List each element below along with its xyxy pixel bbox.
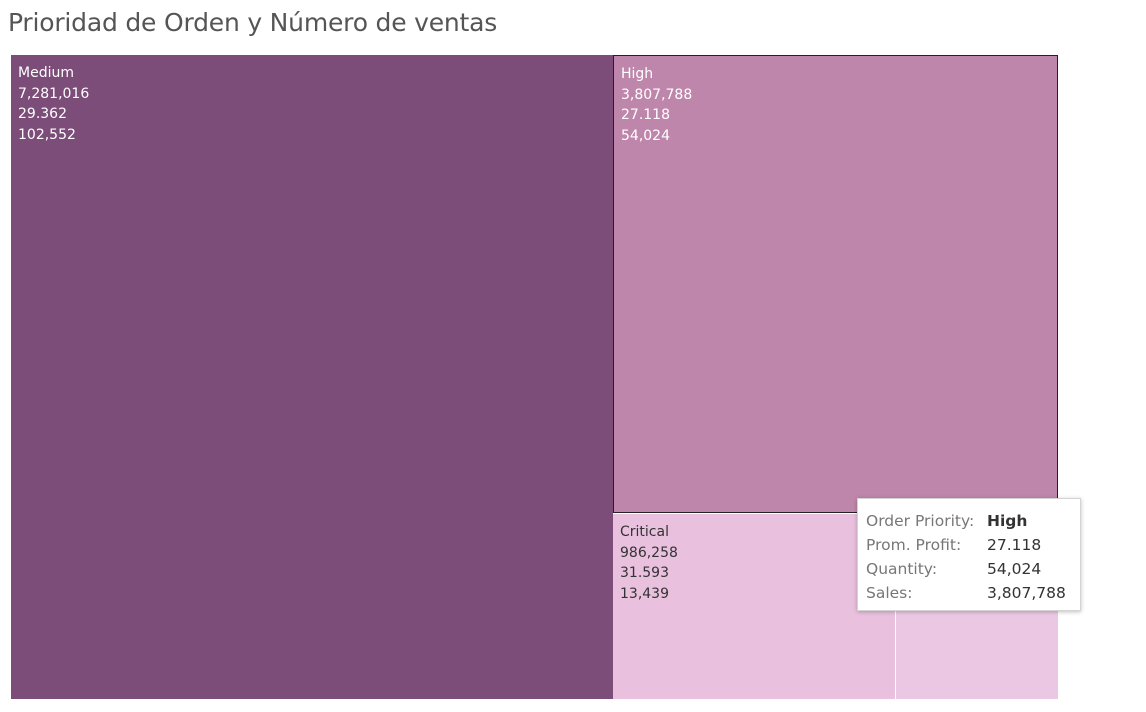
treemap: Medium 7,281,016 29.362 102,552 High 3,8… [11, 55, 1058, 699]
tile-label-priority: High [621, 66, 654, 82]
tooltip-row: Order Priority: High [866, 509, 1080, 533]
tile-label-sales: 3,807,788 [621, 86, 693, 103]
tile-label-quantity: 102,552 [18, 126, 76, 143]
treemap-tile-high[interactable]: High 3,807,788 27.118 54,024 [613, 55, 1058, 513]
tile-label-profit: 29.362 [18, 106, 67, 122]
tile-label-sales: 986,258 [620, 544, 678, 561]
treemap-tile-critical[interactable]: Critical 986,258 31.593 13,439 [613, 513, 895, 699]
tooltip-value: High [987, 512, 1028, 530]
tile-label-profit: 31.593 [620, 565, 669, 581]
tooltip: Order Priority: High Prom. Profit: 27.11… [857, 498, 1081, 611]
tile-label-priority: Critical [620, 524, 669, 540]
chart-title: Prioridad de Orden y Número de ventas [8, 8, 498, 37]
tooltip-value: 27.118 [987, 536, 1042, 554]
tooltip-key: Order Priority: [866, 512, 975, 530]
tile-label-sales: 7,281,016 [18, 85, 90, 102]
tile-label-priority: Medium [18, 65, 74, 81]
treemap-tile-medium[interactable]: Medium 7,281,016 29.362 102,552 [11, 55, 613, 699]
tooltip-value: 54,024 [987, 560, 1042, 578]
tooltip-key: Quantity: [866, 560, 938, 578]
tooltip-row: Quantity: 54,024 [866, 557, 1080, 581]
tile-labels: Critical 986,258 31.593 13,439 [620, 522, 678, 604]
tile-labels: High 3,807,788 27.118 54,024 [621, 64, 692, 146]
tile-label-quantity: 54,024 [621, 127, 670, 144]
tooltip-key: Prom. Profit: [866, 536, 962, 554]
tile-label-quantity: 13,439 [620, 585, 669, 602]
tooltip-row: Prom. Profit: 27.118 [866, 533, 1080, 557]
tooltip-key: Sales: [866, 584, 913, 602]
tooltip-value: 3,807,788 [987, 584, 1066, 602]
tile-label-profit: 27.118 [621, 107, 670, 123]
tooltip-row: Sales: 3,807,788 [866, 581, 1080, 605]
tile-labels: Medium 7,281,016 29.362 102,552 [18, 63, 89, 145]
